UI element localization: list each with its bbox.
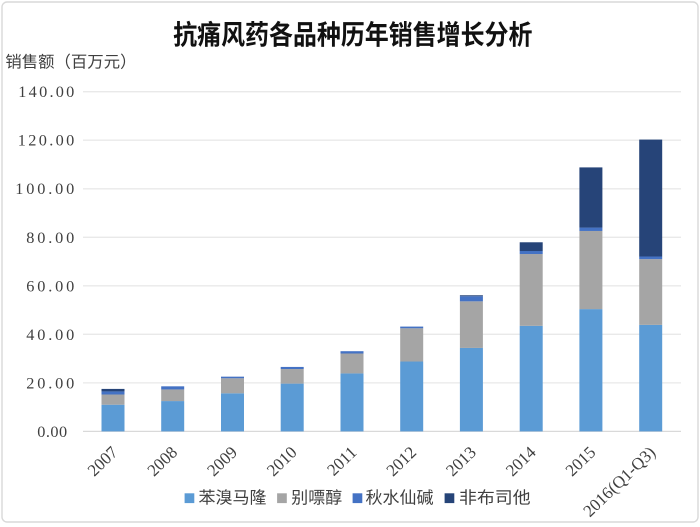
svg-text:100.00: 100.00 (15, 179, 74, 198)
svg-text:140.00: 140.00 (18, 82, 74, 101)
svg-text:20.00: 20.00 (26, 373, 74, 392)
svg-text:120.00: 120.00 (18, 131, 75, 150)
svg-text:60.00: 60.00 (26, 276, 74, 295)
svg-text:0.00: 0.00 (37, 422, 67, 441)
svg-text:40.00: 40.00 (26, 325, 74, 344)
svg-text:80.00: 80.00 (26, 228, 74, 247)
